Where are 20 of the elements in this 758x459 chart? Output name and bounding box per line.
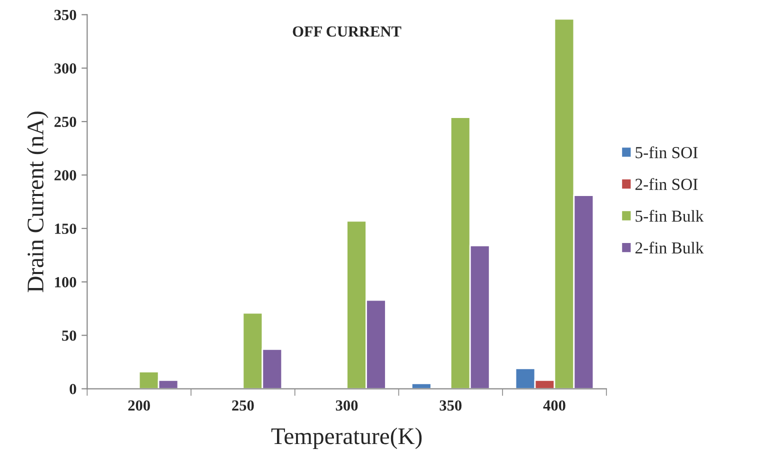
x-tick-label: 400: [543, 400, 566, 411]
legend-label: 2-fin Bulk: [635, 242, 704, 254]
x-tick-label: 250: [232, 400, 254, 411]
text: OFF CURRENT: [292, 26, 402, 37]
legend-label: 5-fin SOI: [636, 146, 698, 158]
y-tick-label: 50: [62, 330, 76, 341]
x-tick-label: 200: [128, 400, 150, 411]
x-axis-title: Temperature(K): [271, 428, 422, 450]
x-tick-label: 350: [440, 400, 462, 411]
legend-label: 2-fin SOI: [635, 178, 698, 190]
legend-label: 5-fin Bulk: [636, 210, 704, 222]
y-tick-label: 200: [54, 170, 76, 180]
y-tick-label: 150: [55, 224, 76, 234]
y-tick-label: 250: [54, 116, 76, 128]
y-tick-label: 100: [55, 277, 76, 288]
y-tick-label: 0: [70, 384, 76, 394]
x-tick-label: 300: [336, 400, 358, 411]
y-tick-label: 300: [54, 63, 76, 74]
y-axis-title: Drain Current (nA): [26, 112, 48, 292]
y-tick-label: 350: [54, 10, 76, 20]
